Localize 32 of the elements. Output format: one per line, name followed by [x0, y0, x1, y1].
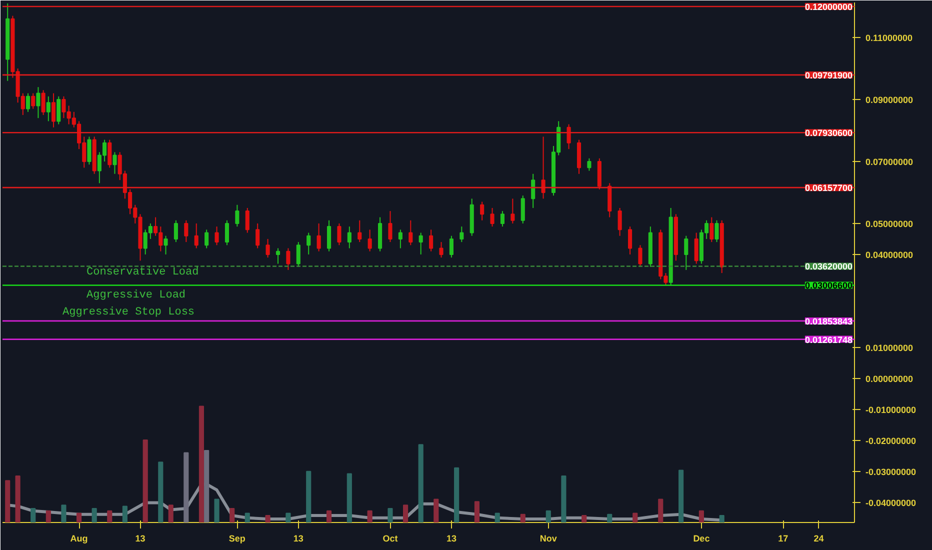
y-tick-label: 0.07000000: [866, 156, 914, 167]
y-tick-label: 0.09000000: [866, 94, 914, 105]
y-tick-label: -0.04000000: [866, 498, 916, 508]
x-tick-label: Aug: [70, 534, 88, 544]
y-tick-label: -0.02000000: [866, 436, 916, 446]
x-tick-label: 13: [293, 534, 304, 544]
y-tick-label: 0.05000000: [866, 218, 914, 229]
y-tick-label: 0.11000000: [866, 33, 913, 44]
ref-line-label: 0.07930600: [804, 128, 853, 138]
x-tick-label: Dec: [693, 534, 710, 544]
annotation: Aggressive Load: [86, 290, 186, 302]
x-tick-label: 13: [446, 534, 456, 544]
x-tick-label: Sep: [228, 534, 246, 544]
ref-line-label: 0.01853843: [804, 316, 853, 326]
ref-line-label: 0.06157700: [804, 183, 853, 194]
y-tick-label: 0.00000000: [866, 374, 914, 384]
y-tick-label: -0.01000000: [866, 404, 916, 415]
annotation: Conservative Load: [86, 266, 199, 278]
x-tick-label: 24: [814, 534, 824, 544]
ref-line-label: 0.09791900: [804, 70, 853, 80]
ref-line-label: 0.12000000: [804, 2, 853, 12]
ref-line-label: 0.01261748: [804, 334, 853, 345]
x-tick-label: Nov: [540, 534, 557, 544]
annotation: Aggressive Stop Loss: [62, 306, 195, 318]
ref-line-label: 0.03006600: [804, 280, 853, 291]
y-tick-label: -0.03000000: [866, 466, 916, 477]
y-tick-label: 0.01000000: [866, 342, 914, 353]
x-tick-label: 13: [135, 534, 146, 544]
x-tick-label: 17: [778, 534, 788, 544]
y-tick-label: 0.04000000: [866, 250, 914, 260]
x-tick-label: Oct: [382, 534, 398, 544]
ref-line-label: 0.03620000: [804, 262, 853, 272]
